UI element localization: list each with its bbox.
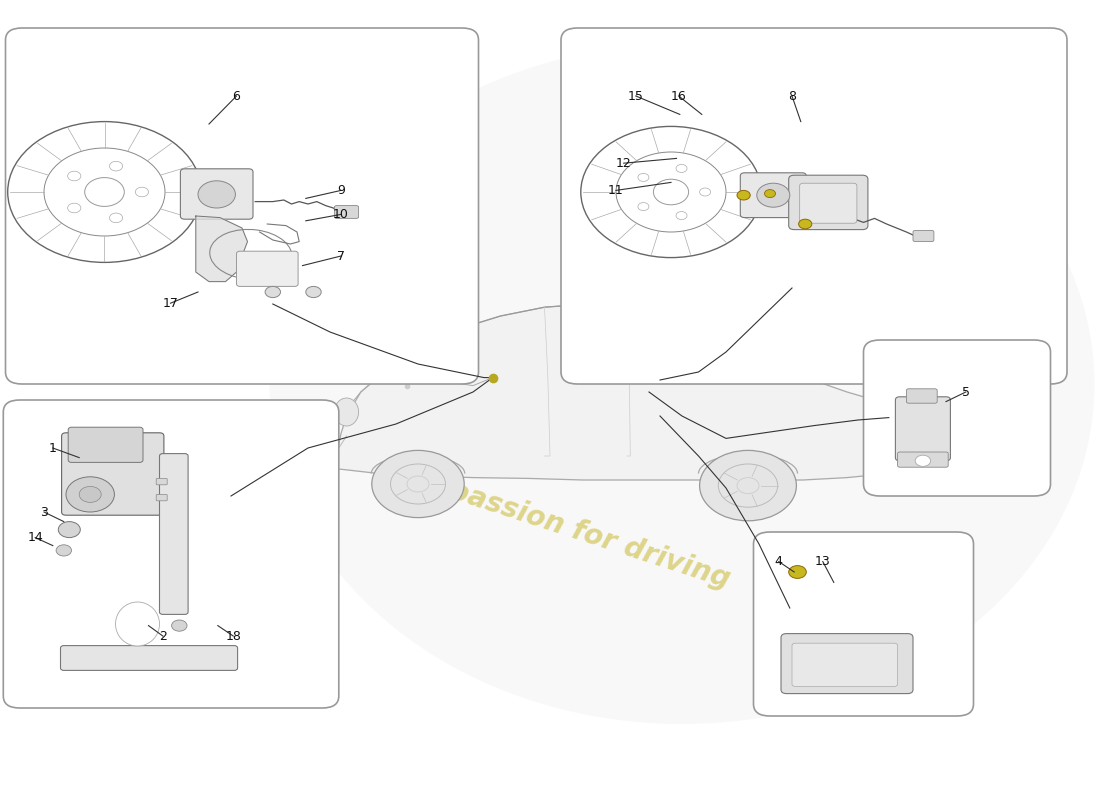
FancyBboxPatch shape	[156, 478, 167, 485]
FancyBboxPatch shape	[754, 532, 974, 716]
Circle shape	[676, 211, 688, 219]
Text: a passion for driving: a passion for driving	[418, 468, 734, 594]
Circle shape	[757, 183, 790, 207]
FancyBboxPatch shape	[236, 251, 298, 286]
Circle shape	[676, 165, 688, 173]
FancyBboxPatch shape	[913, 230, 934, 242]
FancyBboxPatch shape	[3, 400, 339, 708]
FancyBboxPatch shape	[800, 183, 857, 223]
Circle shape	[265, 286, 280, 298]
FancyBboxPatch shape	[60, 646, 238, 670]
Text: 2: 2	[158, 630, 167, 642]
Circle shape	[700, 188, 711, 196]
Text: 6: 6	[232, 90, 241, 102]
Circle shape	[737, 190, 750, 200]
Text: 1: 1	[48, 442, 57, 454]
FancyBboxPatch shape	[781, 634, 913, 694]
Text: 8: 8	[788, 90, 796, 102]
FancyBboxPatch shape	[898, 452, 948, 467]
FancyBboxPatch shape	[180, 169, 253, 219]
Text: 16: 16	[671, 90, 686, 102]
Circle shape	[372, 450, 464, 518]
Circle shape	[172, 620, 187, 631]
Text: 4: 4	[774, 555, 783, 568]
FancyBboxPatch shape	[895, 397, 950, 461]
Text: 14: 14	[28, 531, 43, 544]
FancyBboxPatch shape	[156, 494, 167, 501]
Circle shape	[110, 162, 123, 171]
FancyBboxPatch shape	[561, 28, 1067, 384]
FancyBboxPatch shape	[160, 454, 188, 614]
FancyBboxPatch shape	[740, 173, 806, 218]
Text: 12: 12	[616, 157, 631, 170]
FancyBboxPatch shape	[906, 389, 937, 403]
FancyBboxPatch shape	[6, 28, 478, 384]
Ellipse shape	[270, 44, 1094, 724]
Circle shape	[638, 202, 649, 210]
Circle shape	[135, 187, 149, 197]
Text: 5: 5	[961, 386, 970, 398]
Circle shape	[789, 566, 806, 578]
FancyBboxPatch shape	[792, 643, 898, 686]
Ellipse shape	[116, 602, 160, 646]
FancyBboxPatch shape	[334, 206, 359, 218]
Circle shape	[66, 477, 114, 512]
Circle shape	[764, 190, 776, 198]
Text: 3: 3	[40, 506, 48, 518]
Circle shape	[700, 450, 796, 521]
Circle shape	[198, 181, 235, 208]
Ellipse shape	[334, 398, 359, 426]
Text: 15: 15	[628, 90, 643, 102]
Text: 17: 17	[163, 297, 178, 310]
Text: 18: 18	[226, 630, 241, 642]
Circle shape	[638, 174, 649, 182]
Circle shape	[67, 171, 80, 181]
Circle shape	[306, 286, 321, 298]
Circle shape	[67, 203, 80, 213]
FancyBboxPatch shape	[62, 433, 164, 515]
Polygon shape	[196, 216, 248, 282]
FancyBboxPatch shape	[789, 175, 868, 230]
Text: 9: 9	[337, 184, 345, 197]
Text: 13: 13	[815, 555, 830, 568]
Polygon shape	[330, 304, 962, 480]
Text: 10: 10	[333, 208, 349, 221]
Text: 7: 7	[337, 250, 345, 262]
Circle shape	[915, 455, 931, 466]
FancyBboxPatch shape	[864, 340, 1050, 496]
Circle shape	[110, 213, 123, 222]
Circle shape	[79, 486, 101, 502]
Circle shape	[58, 522, 80, 538]
Circle shape	[799, 219, 812, 229]
FancyBboxPatch shape	[68, 427, 143, 462]
Text: 11: 11	[608, 184, 624, 197]
Circle shape	[56, 545, 72, 556]
